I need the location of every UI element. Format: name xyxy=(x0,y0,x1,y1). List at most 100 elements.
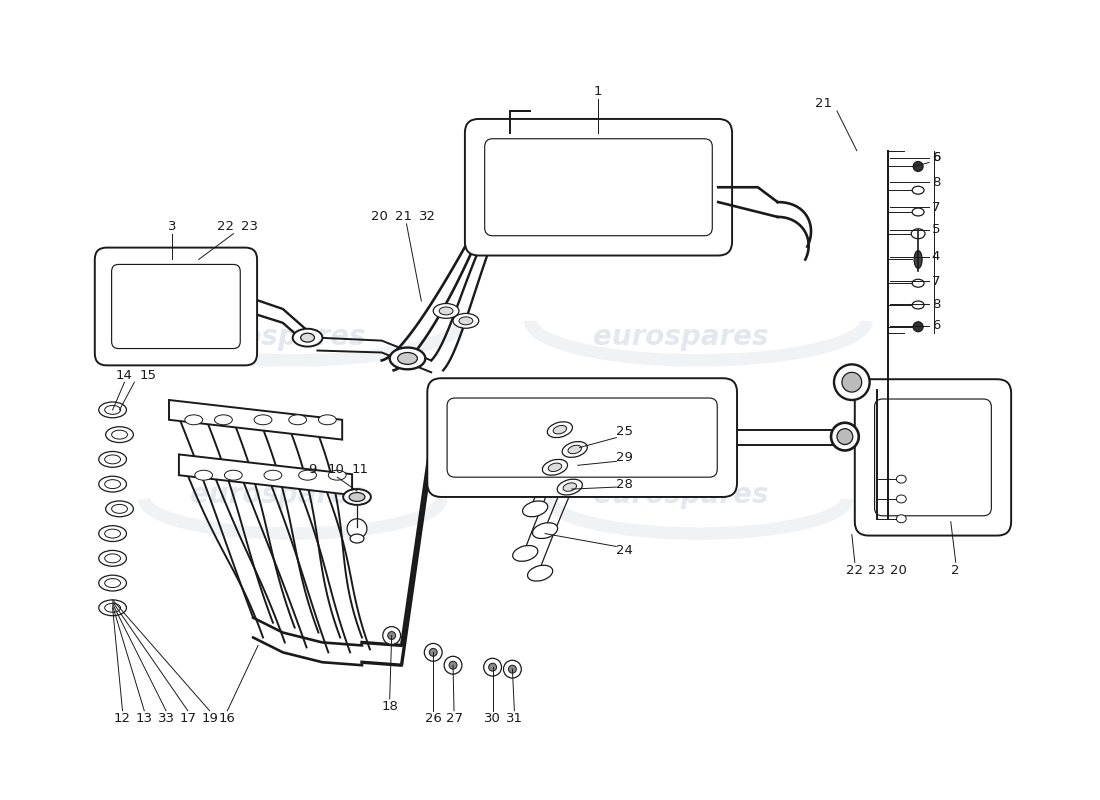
Ellipse shape xyxy=(553,426,566,434)
Ellipse shape xyxy=(104,529,121,538)
Ellipse shape xyxy=(453,314,478,328)
Text: eurospares: eurospares xyxy=(190,322,365,350)
Text: 17: 17 xyxy=(179,712,196,725)
Circle shape xyxy=(425,643,442,662)
Ellipse shape xyxy=(913,162,923,171)
Text: 3: 3 xyxy=(167,220,176,234)
Text: 10: 10 xyxy=(328,462,344,476)
FancyBboxPatch shape xyxy=(95,248,257,366)
Circle shape xyxy=(348,518,367,538)
Text: 6: 6 xyxy=(932,319,940,332)
Text: 1: 1 xyxy=(593,85,602,98)
Text: 33: 33 xyxy=(157,712,175,725)
Text: 15: 15 xyxy=(140,369,156,382)
Circle shape xyxy=(488,663,496,671)
Ellipse shape xyxy=(459,317,473,325)
Ellipse shape xyxy=(289,415,307,425)
Text: 5: 5 xyxy=(932,223,940,236)
Ellipse shape xyxy=(913,322,923,332)
Ellipse shape xyxy=(99,476,127,492)
Text: 12: 12 xyxy=(114,712,131,725)
Ellipse shape xyxy=(912,208,924,216)
Ellipse shape xyxy=(99,600,127,616)
Ellipse shape xyxy=(99,550,127,566)
FancyBboxPatch shape xyxy=(465,119,733,255)
Text: 16: 16 xyxy=(219,712,235,725)
Ellipse shape xyxy=(896,495,906,503)
Ellipse shape xyxy=(104,480,121,489)
Ellipse shape xyxy=(254,415,272,425)
Circle shape xyxy=(449,662,456,669)
Ellipse shape xyxy=(99,526,127,542)
Ellipse shape xyxy=(343,489,371,505)
Ellipse shape xyxy=(528,566,552,581)
FancyBboxPatch shape xyxy=(855,379,1011,535)
Text: 14: 14 xyxy=(116,369,133,382)
Text: 18: 18 xyxy=(382,700,398,714)
Text: 23: 23 xyxy=(868,564,886,577)
Text: 25: 25 xyxy=(616,425,632,438)
Ellipse shape xyxy=(548,463,562,471)
Text: 21: 21 xyxy=(395,210,412,223)
Text: 32: 32 xyxy=(419,210,436,223)
FancyBboxPatch shape xyxy=(427,378,737,497)
Circle shape xyxy=(508,666,516,673)
Ellipse shape xyxy=(214,415,232,425)
Text: 8: 8 xyxy=(932,176,940,189)
Ellipse shape xyxy=(99,402,127,418)
Text: 6: 6 xyxy=(932,151,940,164)
Ellipse shape xyxy=(397,353,417,364)
Ellipse shape xyxy=(106,426,133,442)
Text: eurospares: eurospares xyxy=(593,322,769,350)
Text: 22: 22 xyxy=(217,220,234,234)
Text: 9: 9 xyxy=(308,462,317,476)
Text: 7: 7 xyxy=(932,274,940,288)
Text: 2: 2 xyxy=(952,564,960,577)
Text: 24: 24 xyxy=(616,544,632,557)
Ellipse shape xyxy=(532,522,558,538)
Ellipse shape xyxy=(911,229,925,238)
Text: 13: 13 xyxy=(135,712,153,725)
Ellipse shape xyxy=(513,546,538,562)
Ellipse shape xyxy=(318,415,337,425)
Ellipse shape xyxy=(837,429,852,445)
Ellipse shape xyxy=(914,250,922,268)
Text: 30: 30 xyxy=(484,712,500,725)
Circle shape xyxy=(429,648,437,656)
Text: 4: 4 xyxy=(932,250,940,263)
Ellipse shape xyxy=(912,186,924,194)
Ellipse shape xyxy=(185,415,202,425)
Ellipse shape xyxy=(912,301,924,309)
Text: 28: 28 xyxy=(616,478,632,490)
Ellipse shape xyxy=(99,575,127,591)
Text: 8: 8 xyxy=(932,298,940,310)
Text: 27: 27 xyxy=(446,712,462,725)
Ellipse shape xyxy=(830,422,859,450)
Text: eurospares: eurospares xyxy=(593,481,769,509)
Ellipse shape xyxy=(548,422,572,438)
Ellipse shape xyxy=(328,470,346,480)
Ellipse shape xyxy=(522,501,548,517)
Ellipse shape xyxy=(264,470,282,480)
Ellipse shape xyxy=(104,578,121,587)
Text: 29: 29 xyxy=(616,451,632,464)
Ellipse shape xyxy=(300,334,315,342)
Ellipse shape xyxy=(896,475,906,483)
Ellipse shape xyxy=(563,483,576,491)
Ellipse shape xyxy=(542,459,568,475)
Text: 11: 11 xyxy=(352,462,368,476)
Ellipse shape xyxy=(111,430,128,439)
Ellipse shape xyxy=(896,514,906,522)
Circle shape xyxy=(842,372,861,392)
Circle shape xyxy=(383,626,400,645)
Ellipse shape xyxy=(568,446,582,454)
Text: 7: 7 xyxy=(932,201,940,214)
Ellipse shape xyxy=(389,347,426,370)
Text: 26: 26 xyxy=(425,712,442,725)
Ellipse shape xyxy=(439,307,453,315)
Text: 20: 20 xyxy=(372,210,388,223)
Ellipse shape xyxy=(195,470,212,480)
Polygon shape xyxy=(179,454,352,495)
Circle shape xyxy=(504,660,521,678)
Ellipse shape xyxy=(912,279,924,287)
